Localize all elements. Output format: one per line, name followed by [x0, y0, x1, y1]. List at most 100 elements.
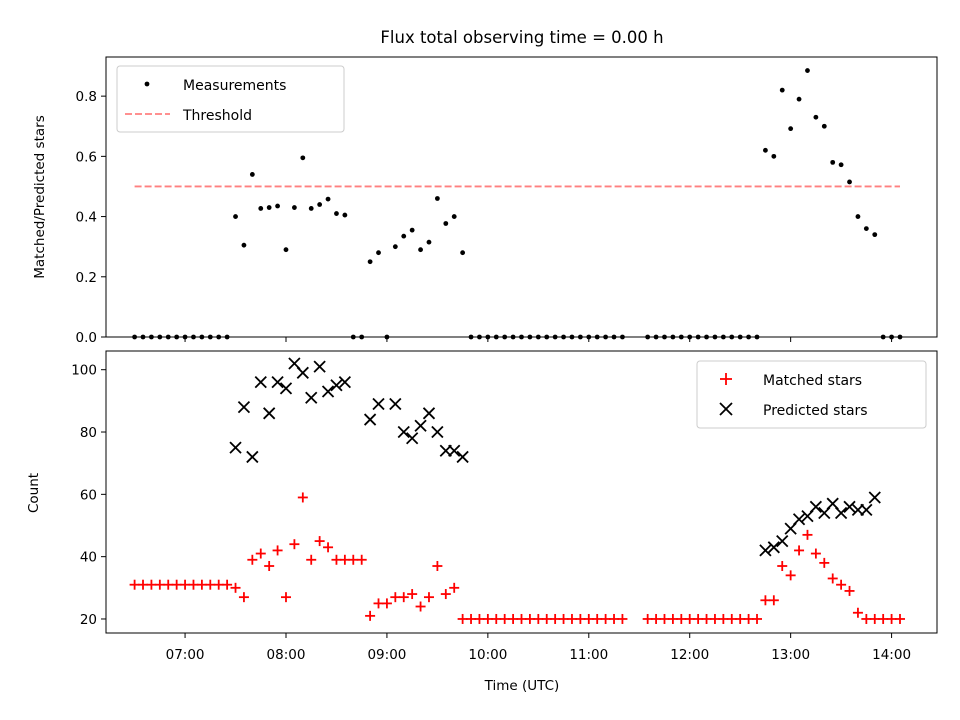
- matched-stars-point: [566, 613, 577, 624]
- matched-stars-point: [188, 579, 199, 590]
- matched-stars-point: [827, 573, 838, 584]
- matched-stars-point: [752, 613, 763, 624]
- bottom-y-ticks: 20 40 60 80 100: [71, 363, 106, 628]
- matched-stars-point: [852, 607, 863, 618]
- y-tick-label: 0.4: [76, 210, 97, 226]
- measurement-point: [451, 214, 457, 219]
- predicted-stars-point: [305, 391, 318, 404]
- measurement-point: [292, 205, 297, 210]
- predicted-stars-point: [330, 379, 343, 392]
- legend-threshold-label: Threshold: [182, 108, 252, 124]
- matched-stars-point: [541, 613, 552, 624]
- predicted-stars-point: [229, 441, 242, 454]
- measurement-point: [763, 147, 768, 153]
- legend-predicted-label: Predicted stars: [763, 403, 868, 419]
- legend-measurements-marker: [144, 81, 150, 87]
- matched-stars-point: [550, 613, 561, 624]
- predicted-stars-point: [422, 407, 436, 420]
- matched-stars-point: [617, 613, 628, 624]
- measurement-point: [872, 232, 878, 238]
- matched-stars-point: [180, 579, 191, 590]
- matched-stars-point: [768, 595, 779, 606]
- predicted-stars-point: [271, 376, 284, 389]
- matched-stars-point: [609, 613, 620, 624]
- measurement-point: [376, 250, 381, 256]
- matched-stars-point: [365, 610, 376, 621]
- bottom-axes-frame: [105, 350, 938, 634]
- predicted-stars-point: [414, 419, 427, 432]
- matched-stars-point: [415, 601, 426, 612]
- matched-stars-point: [255, 548, 266, 559]
- measurement-point: [779, 87, 785, 93]
- matched-stars-point: [440, 589, 451, 600]
- matched-stars-point: [684, 613, 695, 624]
- matched-stars-point: [760, 595, 771, 606]
- x-tick-label: 08:00: [267, 647, 306, 663]
- matched-stars-point: [289, 539, 300, 550]
- top-legend-box: [116, 65, 345, 133]
- measurement-point: [317, 202, 323, 207]
- matched-stars-point: [154, 579, 165, 590]
- matched-stars-point: [667, 613, 678, 624]
- matched-stars-point: [163, 579, 174, 590]
- matched-stars-point: [238, 592, 249, 603]
- matched-stars-point: [482, 613, 493, 624]
- matched-stars-point: [432, 561, 443, 572]
- matched-stars-point: [146, 579, 157, 590]
- predicted-stars-point: [776, 534, 789, 548]
- measurement-point: [847, 179, 852, 185]
- predicted-stars-point: [448, 444, 461, 457]
- x-tick-label: 13:00: [771, 647, 810, 663]
- measurement-point: [863, 226, 869, 232]
- bottom-x-ticks: 07:00 08:00 09:00 10:00 11:00 12:00 13:00 14:00: [166, 633, 911, 663]
- matched-stars-point: [878, 613, 889, 624]
- matched-stars-point: [373, 598, 384, 609]
- matched-stars-point: [651, 613, 662, 624]
- matched-stars-point: [659, 613, 670, 624]
- x-tick-label: 10:00: [468, 647, 507, 663]
- matched-stars-point: [314, 536, 325, 547]
- matched-stars-point: [600, 613, 611, 624]
- matched-stars-point: [213, 579, 224, 590]
- matched-stars-point: [802, 529, 813, 540]
- measurement-point: [275, 203, 280, 209]
- matched-stars-point: [138, 579, 149, 590]
- bottom-panel: 20 40 60 80 100 07:00 08:00 09:00 10:00 11:00 12:…: [26, 350, 938, 694]
- predicted-stars-point: [397, 425, 410, 439]
- matched-stars-point: [701, 613, 712, 624]
- measurement-point: [334, 211, 339, 216]
- matched-stars-point: [457, 613, 468, 624]
- measurement-point: [342, 212, 348, 218]
- x-tick-label: 11:00: [569, 647, 608, 663]
- y-tick-label: 100: [71, 363, 97, 379]
- predicted-stars-point: [759, 544, 772, 557]
- matched-stars-point: [398, 592, 409, 603]
- matched-stars-point: [844, 585, 855, 596]
- measurement-point: [434, 196, 440, 201]
- measurement-point: [392, 244, 398, 250]
- matched-stars-point: [894, 613, 905, 624]
- legend-matched-label: Matched stars: [763, 373, 862, 389]
- predicted-stars-point: [338, 376, 352, 389]
- measurement-point: [233, 214, 238, 219]
- x-tick-label: 12:00: [670, 647, 709, 663]
- matched-stars-point: [280, 592, 291, 603]
- y-tick-label: 60: [80, 487, 97, 503]
- figure-title: Flux total observing time = 0.00 h: [380, 28, 663, 47]
- matched-stars-point: [339, 554, 350, 565]
- y-tick-label: 40: [80, 550, 97, 566]
- matched-stars-point: [323, 542, 334, 553]
- measurement-point: [367, 259, 373, 265]
- legend-matched-marker: [720, 373, 732, 385]
- matched-stars-point: [129, 579, 140, 590]
- measurement-point: [308, 206, 314, 211]
- bottom-y-axis-label: Count: [26, 473, 42, 513]
- matched-stars-point: [491, 613, 502, 624]
- predicted-stars-point: [860, 503, 873, 517]
- matched-stars-point: [356, 554, 367, 565]
- y-tick-label: 20: [80, 612, 97, 628]
- measurement-point: [418, 247, 423, 253]
- matched-stars-point: [348, 554, 359, 565]
- predicted-stars-point: [372, 397, 385, 411]
- predicted-stars-point: [263, 407, 276, 420]
